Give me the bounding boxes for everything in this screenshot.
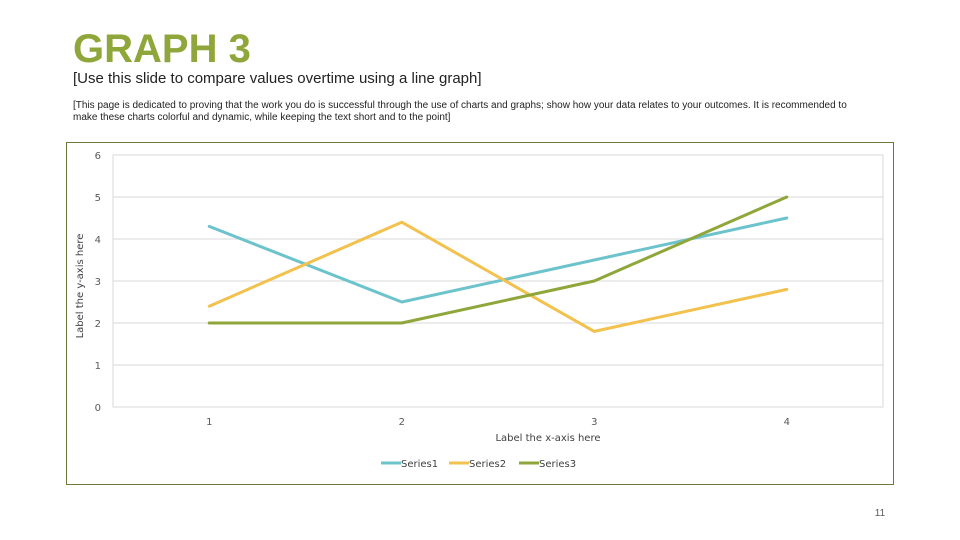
legend-label: Series1: [401, 459, 438, 470]
y-tick-label: 4: [95, 235, 101, 246]
x-tick-label: 2: [399, 417, 405, 428]
chart-frame: 0 1 2 3 4 5 6 1 2 3 4 Label the x-axis here Label th…: [66, 142, 894, 485]
x-axis-title: Label the x-axis here: [495, 433, 600, 444]
series-line-series3: [207, 195, 789, 325]
legend-label: Series3: [539, 459, 576, 470]
y-tick-label: 0: [95, 403, 101, 414]
x-tick-label: 3: [591, 417, 597, 428]
slide-title: GRAPH 3: [73, 27, 251, 71]
series-line-series2: [207, 220, 789, 333]
y-tick-label: 3: [95, 277, 101, 288]
series-line-series1: [207, 216, 789, 304]
legend-label: Series2: [469, 459, 506, 470]
page-number: 11: [874, 508, 886, 519]
x-tick-label: 1: [206, 417, 212, 428]
y-tick-label: 6: [95, 151, 101, 162]
x-tick-label: 4: [784, 417, 790, 428]
slide-description: [This page is dedicated to proving that …: [73, 100, 847, 123]
slide-subtitle: [Use this slide to compare values overti…: [73, 70, 482, 87]
y-tick-label: 5: [95, 193, 101, 204]
y-tick-label: 1: [95, 361, 101, 372]
y-axis-title: Label the y-axis here: [75, 234, 86, 339]
y-tick-label: 2: [95, 319, 101, 330]
line-chart: 0 1 2 3 4 5 6 1 2 3 4 Label the x-axis here Label th…: [75, 151, 884, 470]
